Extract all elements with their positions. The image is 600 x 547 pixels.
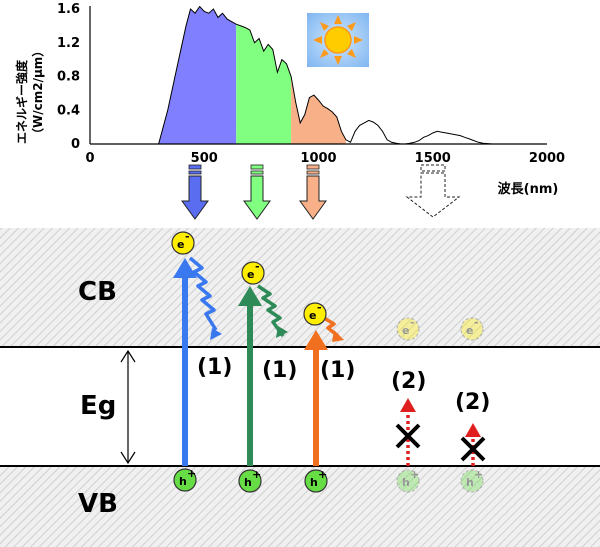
electron-blue: e - xyxy=(171,230,195,255)
svg-text:-: - xyxy=(474,316,479,329)
y-tick-label: 0.8 xyxy=(57,70,80,85)
svg-text:-: - xyxy=(410,316,415,329)
electron-orange: e - xyxy=(303,301,327,326)
spectrum-curve xyxy=(158,5,547,145)
sun-icon xyxy=(307,13,369,67)
svg-text:-: - xyxy=(255,260,260,273)
y-axis-label-line2: （W/cm2/μm） xyxy=(30,45,45,140)
step-label-2-first: (2) xyxy=(391,369,426,394)
svg-text:-: - xyxy=(185,230,190,243)
spectrum-fill-region xyxy=(291,76,346,144)
y-tick-labels: 0 0.4 0.8 1.2 1.6 xyxy=(57,2,80,152)
photon-arrow-orange xyxy=(299,164,327,220)
cross-mark-icon xyxy=(395,423,421,449)
step-label-2-second: (2) xyxy=(455,390,490,415)
svg-text:e: e xyxy=(177,238,184,251)
hole-faded: h + xyxy=(396,468,420,493)
svg-text:h: h xyxy=(402,476,410,489)
svg-text:-: - xyxy=(317,301,322,314)
hole-orange: h + xyxy=(304,468,328,493)
hole-green: h + xyxy=(238,468,262,493)
spectrum-fill-region xyxy=(158,6,237,144)
spectrum-fills xyxy=(158,6,346,145)
svg-text:h: h xyxy=(179,475,187,488)
x-tick-label: 1000 xyxy=(300,151,336,166)
excitation-orange xyxy=(304,316,344,466)
x-tick-label: 0 xyxy=(85,151,94,166)
y-tick-label: 0.4 xyxy=(57,103,80,118)
svg-text:e: e xyxy=(402,324,409,337)
hole-faded: h + xyxy=(460,468,484,493)
spectrum-fill-region xyxy=(236,24,292,145)
y-tick-label: 1.6 xyxy=(57,2,80,17)
x-axis-label: 波長(nm) xyxy=(498,181,559,197)
y-tick-label: 1.2 xyxy=(57,36,80,51)
x-tick-label: 500 xyxy=(191,151,218,166)
electron-faded: e - xyxy=(396,316,420,341)
x-tick-label: 1500 xyxy=(415,151,451,166)
photon-arrow-ir-dashed xyxy=(405,164,461,218)
photon-arrow-blue xyxy=(181,164,209,220)
svg-text:+: + xyxy=(318,468,327,481)
svg-text:+: + xyxy=(474,468,483,481)
electron-green: e - xyxy=(241,260,265,285)
valence-band xyxy=(0,466,600,547)
step-label-1-blue: (1) xyxy=(197,355,232,380)
y-axis-label-line1: エネルギー強度 xyxy=(14,59,29,144)
hole-blue: h + xyxy=(173,467,197,492)
svg-text:h: h xyxy=(466,476,474,489)
svg-text:+: + xyxy=(187,467,196,480)
svg-text:h: h xyxy=(310,476,318,489)
svg-text:h: h xyxy=(244,476,252,489)
step-label-1-orange: (1) xyxy=(320,358,355,383)
photon-arrow-green xyxy=(243,164,271,220)
cb-label: CB xyxy=(78,277,117,307)
svg-text:+: + xyxy=(252,468,261,481)
electron-faded: e - xyxy=(460,316,484,341)
conduction-band xyxy=(0,228,600,347)
y-tick-label: 0 xyxy=(71,137,80,152)
cross-mark-icon xyxy=(460,436,486,462)
svg-text:+: + xyxy=(410,468,419,481)
bandgap-arrow xyxy=(120,349,136,465)
svg-text:e: e xyxy=(247,268,254,281)
svg-text:e: e xyxy=(466,324,473,337)
excitation-blue xyxy=(173,256,222,466)
vb-label: VB xyxy=(78,489,118,519)
spectrum-chart: 0 500 1000 1500 2000 0 0.4 0.8 1.2 1.6 エネルギー強度 （… xyxy=(14,2,565,197)
x-tick-label: 2000 xyxy=(529,151,565,166)
x-tick-labels: 0 500 1000 1500 2000 xyxy=(85,151,565,166)
svg-text:e: e xyxy=(309,309,316,322)
excitation-green xyxy=(238,284,288,466)
not-absorbed-arrow-1 xyxy=(400,398,416,466)
eg-label: Eg xyxy=(80,391,116,421)
step-label-1-green: (1) xyxy=(262,358,297,383)
